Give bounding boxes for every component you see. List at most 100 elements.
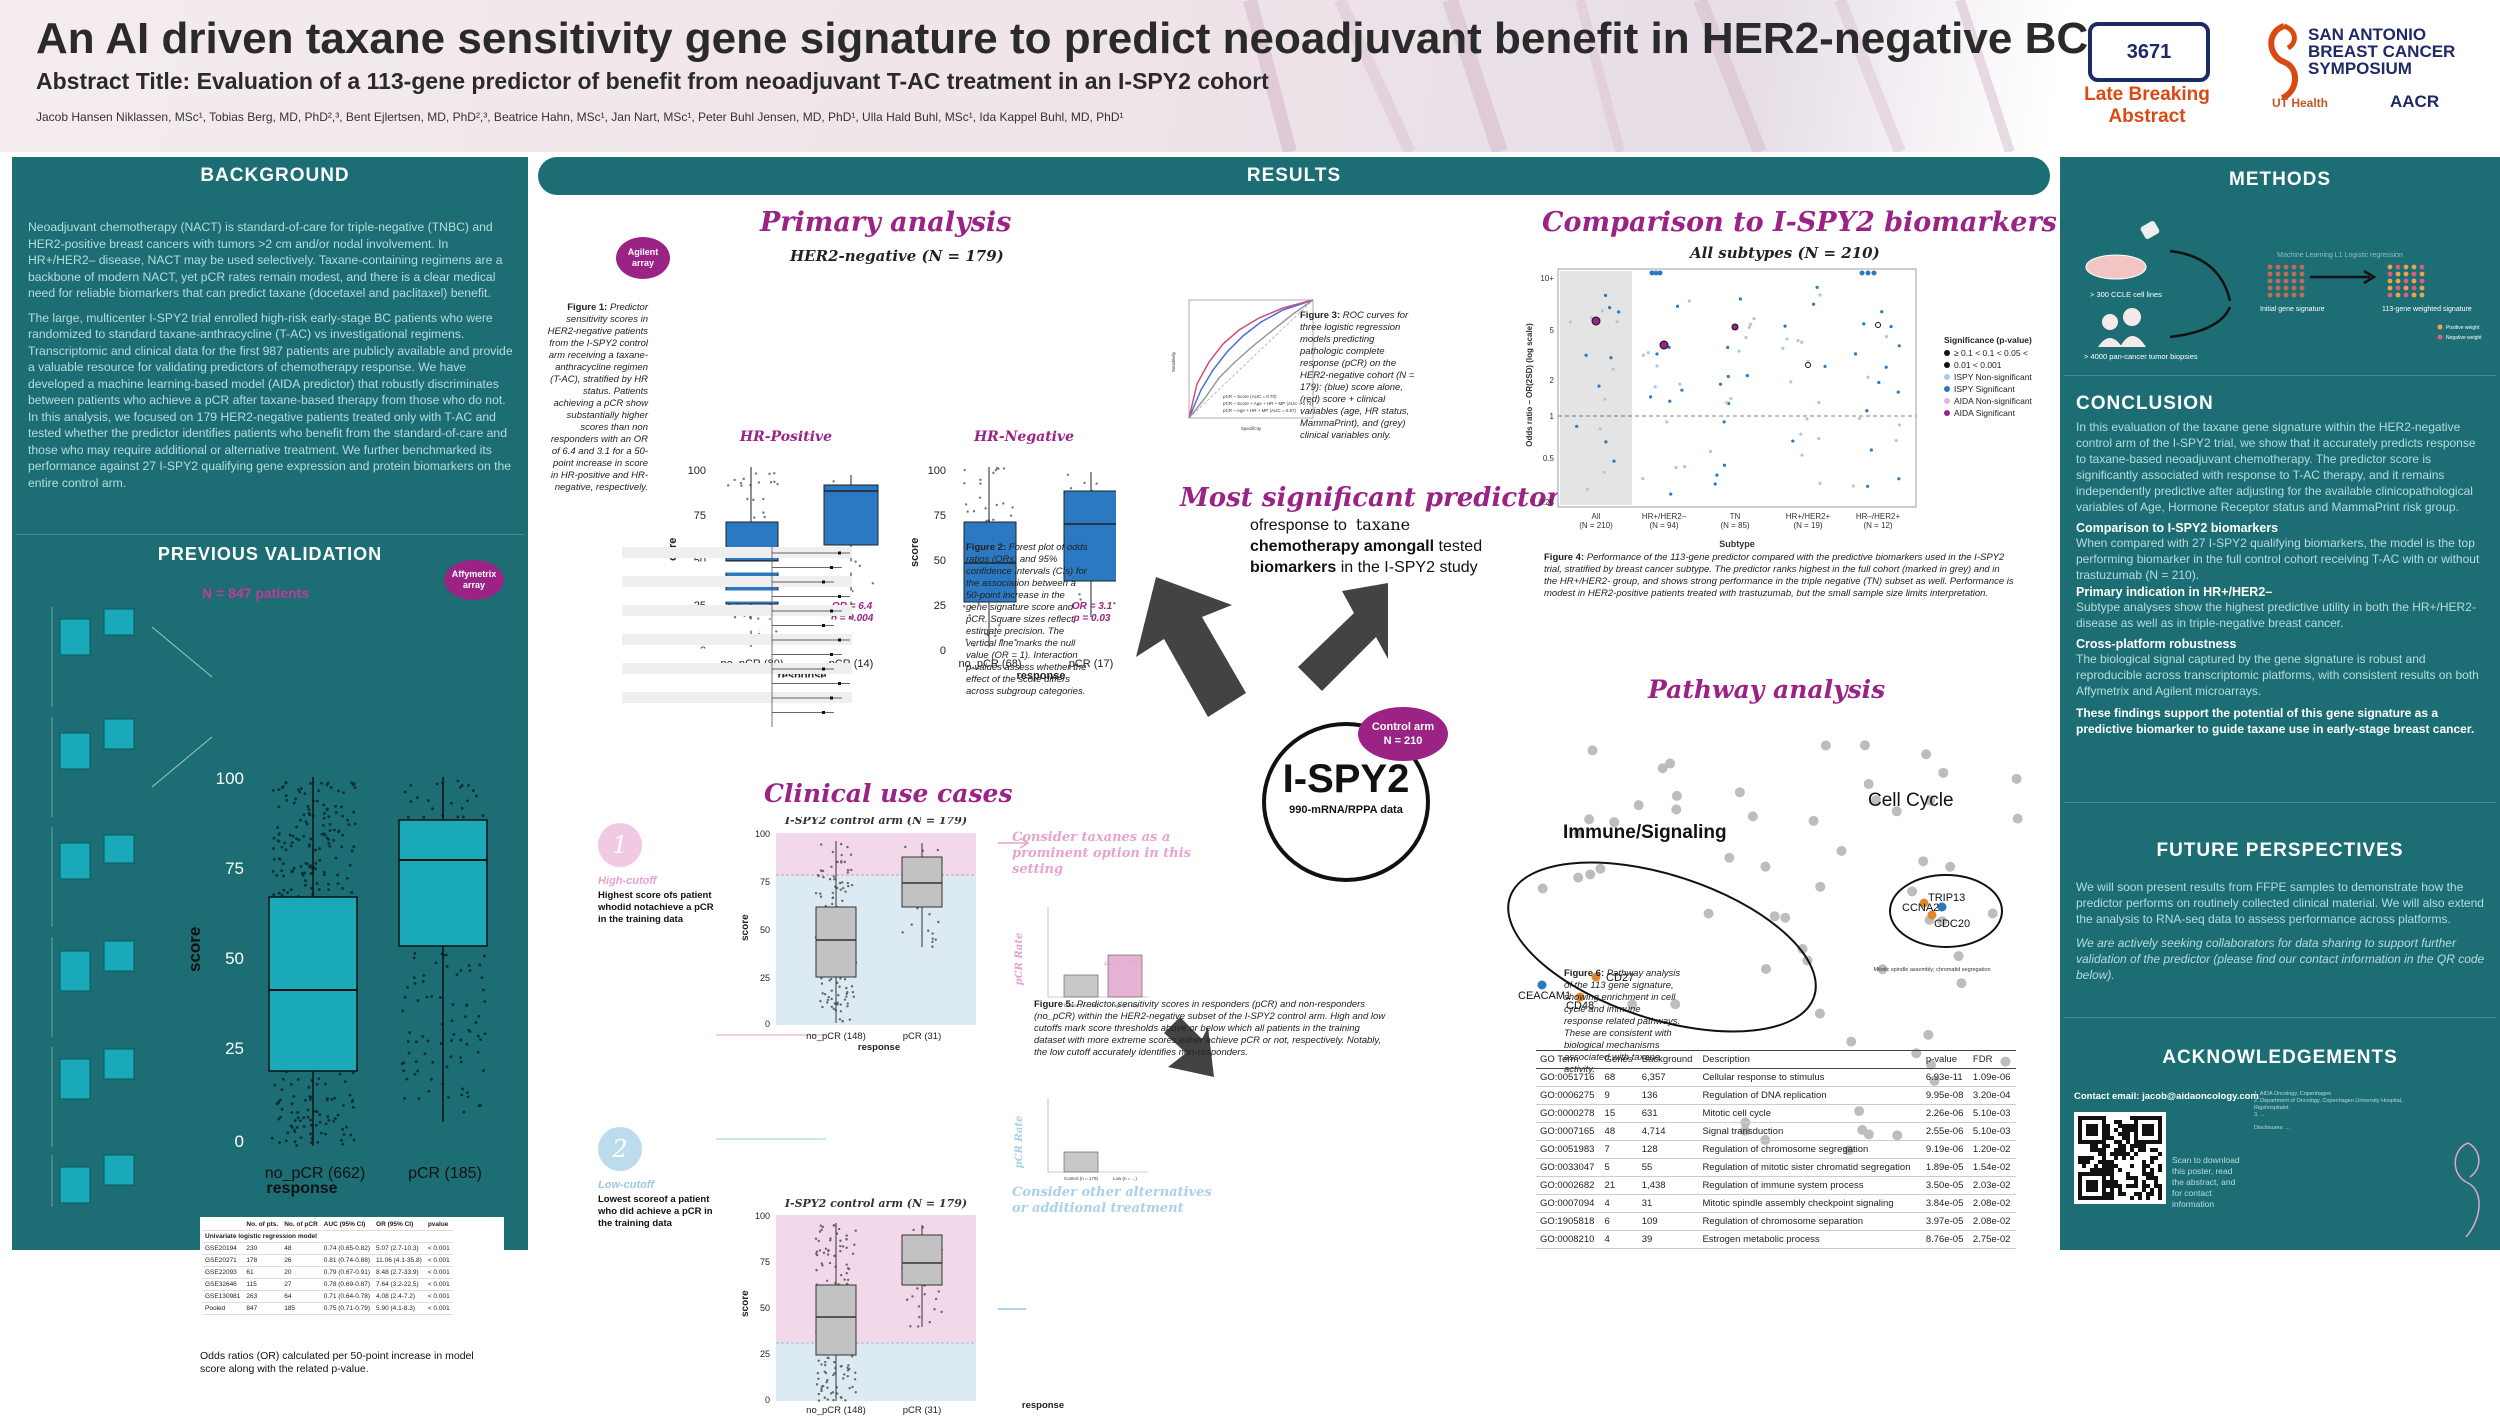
category-label: HR–/HER2+ [1856, 512, 1901, 521]
biomarker-point [1649, 395, 1653, 399]
jitter-point [858, 564, 862, 568]
qr-module [2078, 1132, 2082, 1136]
qr-module [2106, 1144, 2110, 1148]
qr-module [2154, 1140, 2158, 1144]
c2-tick-75: 75 [760, 1257, 770, 1267]
network-node [1627, 999, 1638, 1010]
jitter-point [459, 1038, 463, 1042]
jitter-point [851, 1252, 855, 1255]
jitter-point [818, 1230, 822, 1233]
biomarker-point [1744, 335, 1748, 340]
biomarker-point [1738, 297, 1742, 301]
jitter-point [314, 861, 318, 865]
p2-tick-0: 0 [940, 645, 946, 657]
biomarker-point [1653, 385, 1657, 389]
biomarker-point [1609, 356, 1613, 360]
table-cell: 3.50e-05 [1921, 1176, 1969, 1195]
jitter-point [820, 869, 824, 873]
roc-legend-2: pCR ~ Score + Age + HR + MP (AUC = 0.74) [1223, 401, 1313, 406]
qr-module [2130, 1144, 2134, 1148]
jitter-point [295, 825, 299, 829]
jitter-point [459, 1056, 463, 1060]
table-cell: 8.76e-05 [1921, 1230, 1969, 1249]
jitter-point [275, 874, 279, 877]
jitter-point [317, 789, 320, 793]
weighted-dot [2403, 271, 2409, 277]
jitter-point [840, 853, 843, 857]
jitter-point [848, 1386, 851, 1390]
qr-module [2122, 1192, 2126, 1196]
recommendation-2: Consider other alternatives or additiona… [1012, 1185, 1212, 1216]
jitter-point [992, 471, 995, 475]
jitter-point [854, 560, 857, 563]
jitter-point [769, 481, 773, 484]
network-node [1870, 795, 1881, 806]
jitter-point [341, 833, 345, 837]
qr-module [2158, 1124, 2162, 1128]
table-cell: 55 [1637, 1158, 1699, 1177]
table-cell: 7.64 (3.2-22.5) [373, 1278, 425, 1291]
jitter-point [292, 801, 296, 805]
jitter-point [304, 879, 307, 882]
cmp-tick-05: 0.5 [1543, 454, 1555, 463]
network-node [1836, 845, 1847, 856]
jitter-point [276, 839, 280, 843]
jitter-point [819, 895, 823, 898]
jitter-point [306, 805, 310, 808]
roc-x-label: Specificity [1241, 426, 1262, 431]
qr-module [2094, 1132, 2098, 1136]
category-label: (N = 12) [1863, 521, 1892, 530]
qr-module [2086, 1172, 2090, 1176]
jitter-point [307, 844, 311, 848]
jitter-point [821, 1005, 824, 1009]
jitter-point [303, 792, 307, 796]
biomarker-point [1725, 400, 1729, 405]
biomarker-point [1598, 427, 1602, 431]
table-cell: 109 [1637, 1212, 1699, 1231]
jitter-point [850, 868, 853, 872]
jitter-point [832, 1373, 835, 1377]
jitter-point [320, 1131, 323, 1135]
jitter-point [445, 965, 449, 968]
weighted-dot [2387, 285, 2393, 291]
bar1-label-1: Control (n = 179) [1064, 1003, 1098, 1008]
jitter-point [822, 875, 825, 879]
qr-module [2086, 1140, 2090, 1144]
validation-caption: Odds ratios (OR) calculated per 50-point… [200, 1350, 474, 1375]
network-node [1573, 872, 1584, 883]
qr-module [2086, 1184, 2090, 1188]
arrow-up-right [1298, 583, 1388, 691]
conclusion-p4: The biological signal captured by the ge… [2076, 652, 2479, 698]
cmp-y-label: Odds ratio – OR(2SD) (log scale) [1525, 323, 1534, 447]
jitter-point [833, 878, 836, 881]
jitter-point [330, 1098, 334, 1101]
qr-module [2078, 1192, 2082, 1196]
qr-module [2134, 1136, 2138, 1140]
biomarker-point [1851, 484, 1855, 488]
biomarker-point [1853, 352, 1858, 356]
table-cell: 4 [1600, 1230, 1638, 1249]
jitter-point [288, 833, 292, 837]
qr-module [2106, 1128, 2110, 1132]
jitter-point [829, 1239, 832, 1242]
jitter-point [836, 1003, 839, 1006]
qr-module [2122, 1148, 2126, 1152]
jitter-point [840, 861, 843, 864]
jitter-point [292, 866, 296, 870]
jitter-point [282, 874, 285, 878]
jitter-point [773, 472, 776, 475]
jitter-point [406, 985, 409, 989]
jitter-point [406, 1040, 410, 1043]
table-cell: 1.54e-02 [1968, 1158, 2016, 1177]
qr-module [2142, 1140, 2146, 1144]
forest-estimate [838, 551, 841, 555]
c1-tick-0: 0 [765, 1019, 770, 1029]
patient-count-label: N = 847 patients [202, 585, 309, 601]
qr-code-icon[interactable] [2074, 1112, 2166, 1204]
jitter-point [318, 1120, 322, 1124]
qr-module [2146, 1176, 2150, 1180]
qr-module [2078, 1160, 2082, 1164]
ut-health-logo: UT Health [2272, 96, 2329, 110]
ispy2-label: I-SPY2 [1282, 757, 1410, 801]
jitter-point [459, 1060, 463, 1064]
